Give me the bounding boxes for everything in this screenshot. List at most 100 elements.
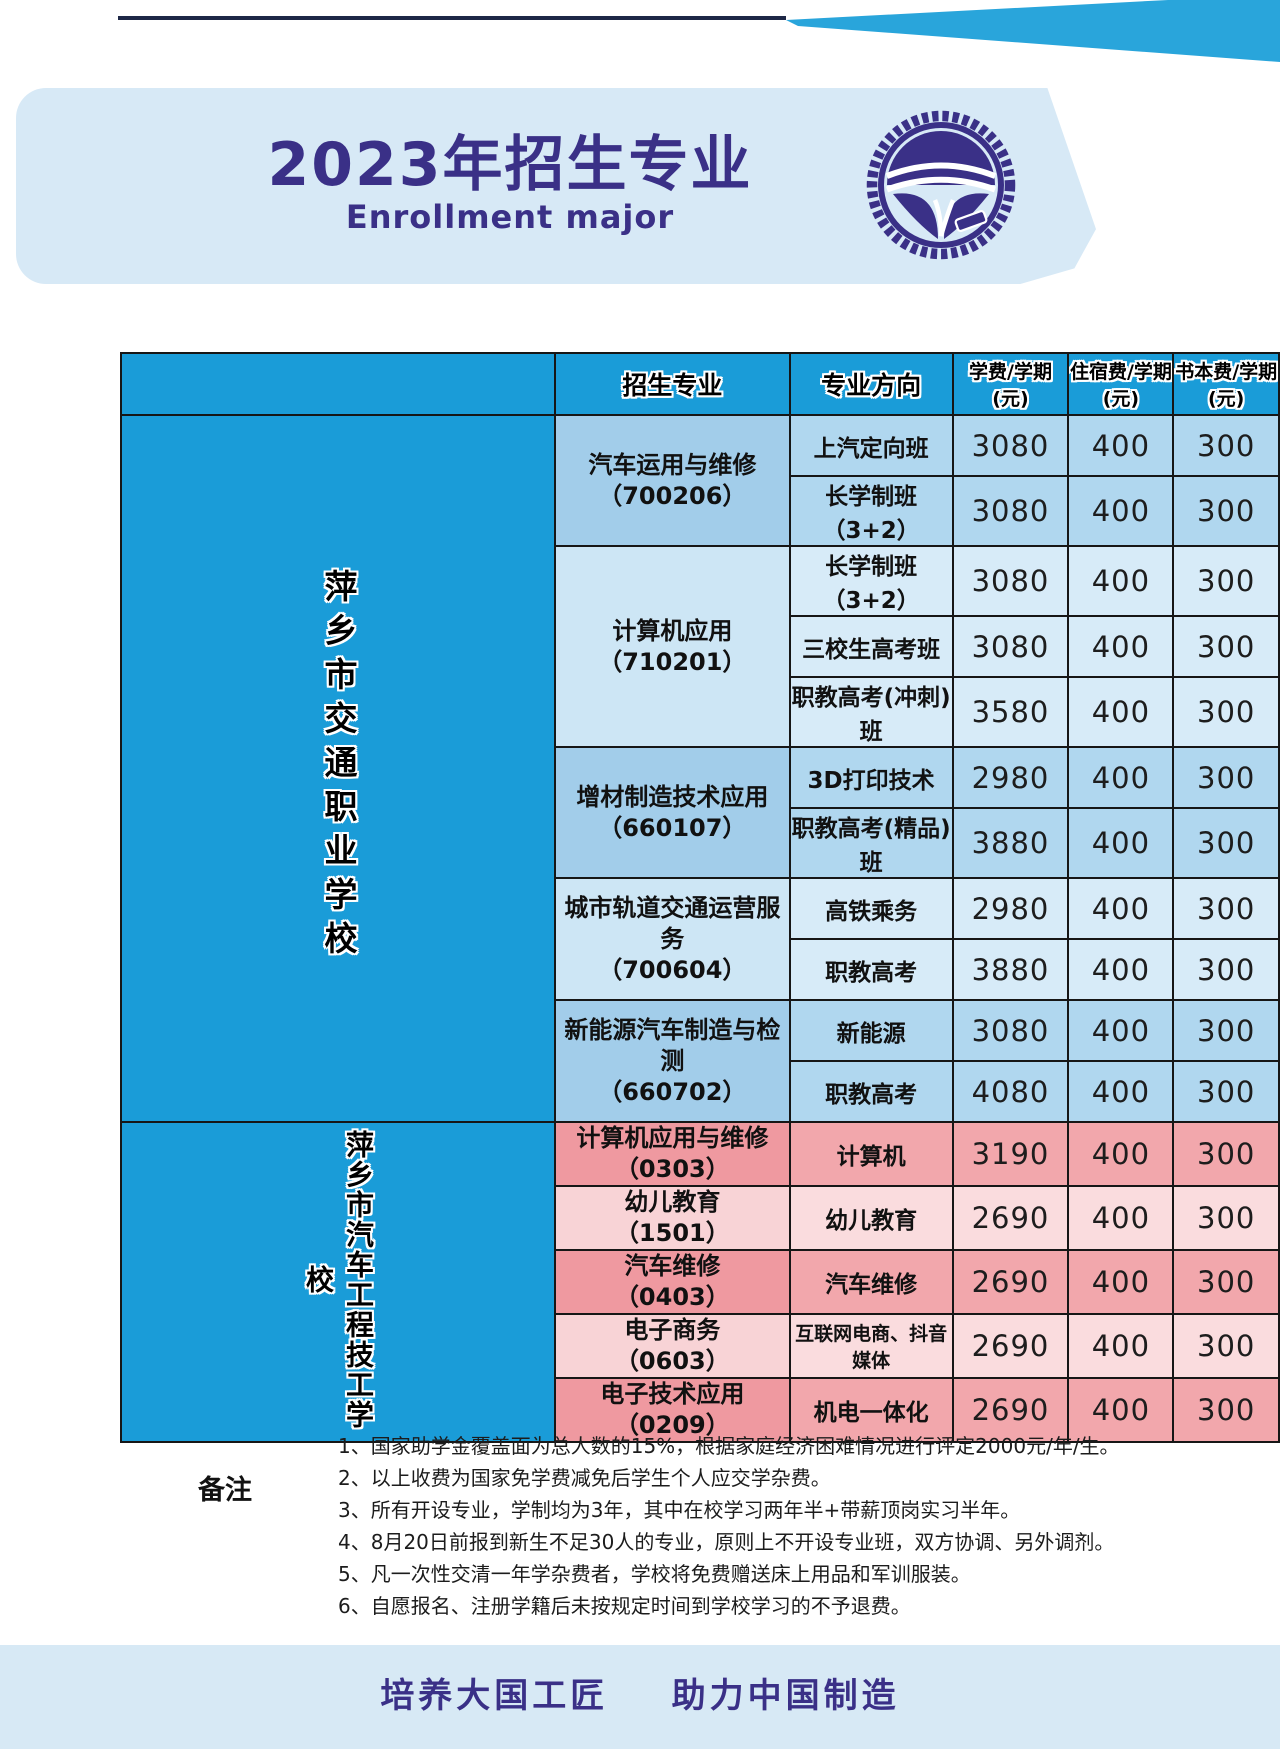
fee-cell: 400 [1067, 676, 1175, 748]
fee-cell: 400 [1067, 615, 1175, 678]
school-name: 萍乡市汽车工程技工学校 [302, 1130, 375, 1430]
fee-cell: 400 [1067, 938, 1175, 1001]
school-name-cell: 萍乡市汽车工程技工学校 [120, 1121, 556, 1443]
fee-cell: 300 [1172, 676, 1280, 748]
fee-cell: 300 [1172, 475, 1280, 547]
fee-cell: 300 [1172, 615, 1280, 678]
major-cell: 增材制造技术应用 （660107） [554, 746, 791, 879]
fee-cell: 400 [1067, 1313, 1175, 1379]
table-row: 萍乡市交通职业学校 汽车运用与维修 （700206） 上汽定向班 3080 400 300 [120, 414, 1280, 1123]
major-cell: 电子商务 （0603） [554, 1313, 791, 1379]
column-header: 书本费/学期(元) [1172, 352, 1280, 416]
fee-cell: 2980 [951, 877, 1070, 940]
direction-cell: 职教高考 [788, 1060, 954, 1123]
fee-cell: 400 [1067, 877, 1175, 940]
fee-cell: 300 [1172, 1313, 1280, 1379]
table-row: 职教高考 3880 400 300 [121, 938, 1280, 1001]
fee-cell: 400 [1067, 1377, 1175, 1443]
fee-cell: 3080 [951, 615, 1070, 678]
fee-cell: 300 [1172, 1185, 1280, 1251]
table-row: 汽车维修 （0403） 汽车维修 2690 400 300 [121, 1249, 1280, 1315]
fee-cell: 400 [1067, 1121, 1175, 1187]
direction-cell: 汽车维修 [788, 1249, 954, 1315]
table-row: 三校生高考班 3080 400 300 [121, 615, 1280, 678]
note-item: 1、国家助学金覆盖面为总人数的15%，根据家庭经济困难情况进行评定2000元/年… [338, 1434, 1120, 1458]
fee-cell: 300 [1172, 545, 1280, 617]
table-header-row: 招生专业 专业方向 学费/学期(元) 住宿费/学期(元) 书本费/学期(元) [120, 352, 1280, 416]
fee-cell: 300 [1172, 1377, 1280, 1443]
fee-cell: 300 [1172, 1121, 1280, 1187]
fee-cell: 400 [1067, 1060, 1175, 1123]
fee-cell: 300 [1172, 999, 1280, 1062]
school-column-header [120, 352, 556, 416]
fee-cell: 2690 [951, 1249, 1070, 1315]
school-name-cell: 萍乡市交通职业学校 [120, 414, 556, 1123]
table-row: 计算机应用 （710201） 长学制班（3+2） 3080 400 300 [121, 545, 1280, 748]
direction-cell: 新能源 [788, 999, 954, 1062]
fee-cell: 300 [1172, 414, 1280, 477]
fee-cell: 300 [1172, 1249, 1280, 1315]
major-cell: 幼儿教育 （1501） [554, 1185, 791, 1251]
direction-cell: 长学制班（3+2） [788, 545, 954, 617]
fee-cell: 300 [1172, 1060, 1280, 1123]
fee-cell: 400 [1067, 999, 1175, 1062]
notes-list: 1、国家助学金覆盖面为总人数的15%，根据家庭经济困难情况进行评定2000元/年… [338, 1430, 1158, 1622]
note-item: 3、所有开设专业，学制均为3年，其中在校学习两年半+带薪顶岗实习半年。 [338, 1498, 1021, 1522]
fee-cell: 3880 [951, 807, 1070, 879]
direction-cell: 上汽定向班 [788, 414, 954, 477]
fee-cell: 400 [1067, 807, 1175, 879]
fee-cell: 300 [1172, 938, 1280, 1001]
notes-label: 备注 [198, 1475, 252, 1506]
major-cell: 电子技术应用 （0209） [554, 1377, 791, 1443]
fee-cell: 2690 [951, 1185, 1070, 1251]
major-cell: 计算机应用与维修 （0303） [554, 1121, 791, 1187]
table-row: 电子技术应用 （0209） 机电一体化 2690 400 300 [121, 1377, 1280, 1443]
table-row: 电子商务 （0603） 互联网电商、抖音媒体 2690 400 300 [121, 1313, 1280, 1379]
column-header: 学费/学期(元) [951, 352, 1070, 416]
fee-cell: 400 [1067, 475, 1175, 547]
column-header: 招生专业 [554, 352, 791, 416]
major-cell: 汽车维修 （0403） [554, 1249, 791, 1315]
fee-cell: 300 [1172, 746, 1280, 809]
page-subtitle: Enrollment major [345, 198, 675, 236]
table-row: 新能源汽车制造与检测 （660702） 新能源 3080 400 300 [121, 999, 1280, 1123]
direction-cell: 三校生高考班 [788, 615, 954, 678]
top-stripes-decoration [118, 0, 1280, 62]
direction-cell: 计算机 [788, 1121, 954, 1187]
fee-cell: 3190 [951, 1121, 1070, 1187]
direction-cell: 互联网电商、抖音媒体 [788, 1313, 954, 1379]
fee-cell: 3080 [951, 545, 1070, 617]
fee-cell: 400 [1067, 1249, 1175, 1315]
tuition-table: 招生专业 专业方向 学费/学期(元) 住宿费/学期(元) 书本费/学期(元) 萍乡市交通… [120, 352, 1280, 1443]
fee-cell: 400 [1067, 414, 1175, 477]
direction-cell: 幼儿教育 [788, 1185, 954, 1251]
fee-cell: 2690 [951, 1377, 1070, 1443]
direction-cell: 高铁乘务 [788, 877, 954, 940]
table-row: 增材制造技术应用 （660107） 3D打印技术 2980 400 300 [121, 746, 1280, 879]
note-item: 5、凡一次性交清一年学杂费者，学校将免费赠送床上用品和军训服装。 [338, 1562, 971, 1586]
table-row: 职教高考 4080 400 300 [121, 1060, 1280, 1123]
major-cell: 计算机应用 （710201） [554, 545, 791, 748]
fee-cell: 3080 [951, 999, 1070, 1062]
footer-band [0, 1645, 1280, 1749]
table-row: 长学制班（3+2） 3080 400 300 [121, 475, 1280, 547]
fee-cell: 400 [1067, 545, 1175, 617]
major-cell: 汽车运用与维修 （700206） [554, 414, 791, 547]
direction-cell: 长学制班（3+2） [788, 475, 954, 547]
note-item: 4、8月20日前报到新生不足30人的专业，原则上不开设专业班，双方协调、另外调剂… [338, 1530, 1115, 1554]
fee-cell: 4080 [951, 1060, 1070, 1123]
fee-cell: 2980 [951, 746, 1070, 809]
table-row: 职教高考(精品)班 3880 400 300 [121, 807, 1280, 879]
direction-cell: 职教高考 [788, 938, 954, 1001]
fee-cell: 400 [1067, 1185, 1175, 1251]
major-cell: 城市轨道交通运营服务 （700604） [554, 877, 791, 1001]
note-item: 6、自愿报名、注册学籍后未按规定时间到学校学习的不予退费。 [338, 1594, 911, 1618]
fee-cell: 400 [1067, 746, 1175, 809]
major-cell: 新能源汽车制造与检测 （660702） [554, 999, 791, 1123]
direction-cell: 3D打印技术 [788, 746, 954, 809]
table-body: 萍乡市交通职业学校 汽车运用与维修 （700206） 上汽定向班 3080 400 300 长… [120, 414, 1280, 1443]
direction-cell: 职教高考(冲刺)班 [788, 676, 954, 748]
fee-cell: 3580 [951, 676, 1070, 748]
table-row: 萍乡市汽车工程技工学校 计算机应用与维修 （0303） 计算机 3190 400 300 [120, 1121, 1280, 1443]
